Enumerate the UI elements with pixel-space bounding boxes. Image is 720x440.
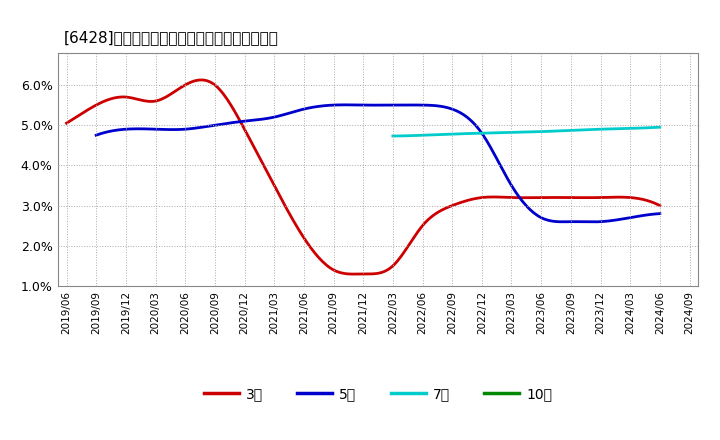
Text: [6428]　当期純利益マージンの標準偏差の推移: [6428] 当期純利益マージンの標準偏差の推移 (64, 29, 279, 45)
Legend: 3年, 5年, 7年, 10年: 3年, 5年, 7年, 10年 (198, 381, 558, 407)
